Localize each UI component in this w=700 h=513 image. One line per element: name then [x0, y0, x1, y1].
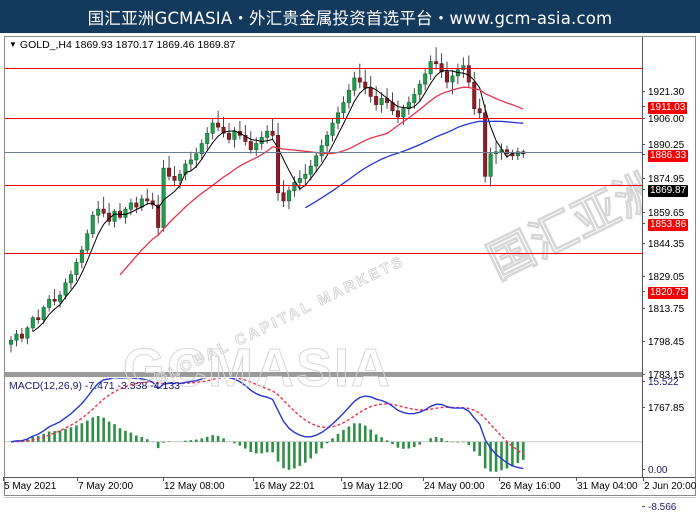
- time-tick-6: 26 May 16:00: [499, 477, 561, 492]
- price-scale[interactable]: 1921.30 1911.03 1906.00 1890.25 1886.33 1874.…: [642, 37, 695, 513]
- price-level-1853.86[interactable]: [5, 184, 642, 186]
- brand-banner-text: 国汇亚洲GCMASIA・外汇贵金属投资首选平台・www.gcm-asia.com: [87, 8, 613, 28]
- time-tick-3: 16 May 22:01: [253, 477, 315, 492]
- price-level-1869.87[interactable]: [5, 152, 642, 153]
- time-tick-4: 19 May 12:00: [341, 477, 403, 492]
- time-tick-0: 5 May 2021: [3, 477, 56, 492]
- time-tick-8: 2 Jun 20:00: [643, 477, 696, 492]
- time-tick-5: 24 May 00:00: [423, 477, 485, 492]
- macd-series: [5, 378, 642, 472]
- time-scale[interactable]: 5 May 2021 7 May 20:00 12 May 08:00 16 May …: [3, 477, 696, 497]
- brand-banner: 国汇亚洲GCMASIA・外汇贵金属投资首选平台・www.gcm-asia.com: [0, 0, 700, 33]
- time-tick-1: 7 May 20:00: [77, 477, 133, 492]
- chart-frame[interactable]: GCMASIA GLOBAL CAPITAL MARKETS 国汇亚洲 ▼ GOL…: [4, 36, 696, 513]
- bottom-divider: [4, 497, 696, 498]
- candlestick-series: [9, 47, 526, 353]
- macd-indicator-header: MACD(12,26,9) -7.471 -3.338 -4.133: [9, 380, 181, 392]
- time-axis-line: [5, 477, 695, 478]
- price-axis-line: [642, 37, 643, 477]
- price-level-1820.75[interactable]: [5, 252, 642, 254]
- chart-plot-area[interactable]: GCMASIA GLOBAL CAPITAL MARKETS 国汇亚洲 ▼ GOL…: [5, 37, 642, 477]
- pane-separator: [5, 372, 642, 377]
- time-tick-7: 31 May 04:00: [576, 477, 638, 492]
- time-tick-2: 12 May 08:00: [163, 477, 225, 492]
- price-level-1911.03[interactable]: [5, 67, 642, 69]
- macd-pane[interactable]: [5, 378, 642, 477]
- price-pane[interactable]: [5, 37, 642, 373]
- symbol-ohlc-text: GOLD_,H4 1869.93 1870.17 1869.46 1869.87: [19, 39, 236, 51]
- chevron-down-icon[interactable]: ▼: [9, 40, 17, 49]
- symbol-ohlc-header: ▼ GOLD_,H4 1869.93 1870.17 1869.46 1869.8…: [9, 39, 235, 51]
- price-level-1886.33[interactable]: [5, 118, 642, 120]
